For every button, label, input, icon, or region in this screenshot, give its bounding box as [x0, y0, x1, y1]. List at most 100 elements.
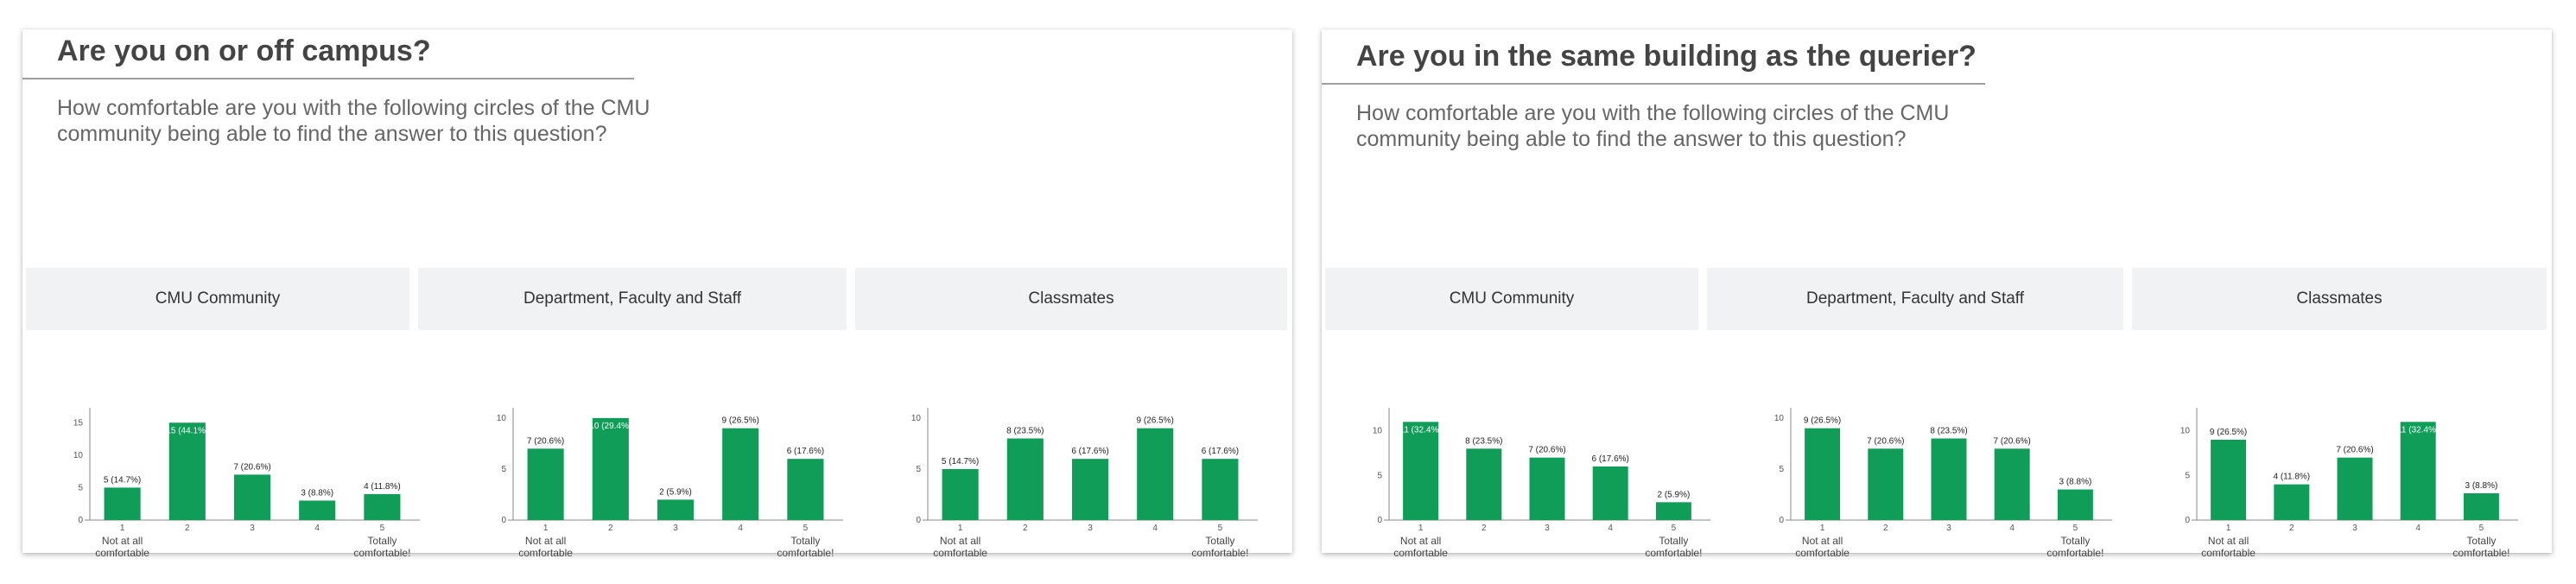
data-label: 7 (20.6%) [1994, 436, 2031, 446]
bar [787, 459, 824, 520]
x-tick-label: 3 [1088, 524, 1093, 533]
bar [1529, 457, 1565, 520]
x-endpoint-label: comfortable! [777, 547, 834, 559]
x-tick-label: 2 [608, 524, 613, 533]
data-label: 7 (20.6%) [233, 462, 270, 472]
data-label: 4 (11.8%) [2273, 473, 2310, 482]
data-label: 6 (17.6%) [1592, 454, 1629, 464]
x-tick-label: 1 [1418, 524, 1424, 533]
x-tick-label: 5 [803, 524, 809, 533]
bar [2057, 489, 2093, 520]
x-endpoint-label: comfortable! [353, 547, 410, 559]
panel-header-cmu-community: CMU Community [26, 268, 409, 330]
x-endpoint-label: Totally [790, 535, 820, 547]
data-label: 7 (20.6%) [1528, 446, 1565, 455]
slide-on-off-campus: Are you on or off campus? How comfortabl… [22, 29, 1292, 559]
x-endpoint-label: comfortable! [2046, 547, 2103, 559]
bar [2211, 440, 2247, 520]
x-endpoint-label: comfortable [518, 547, 573, 559]
data-label: 11 (32.4%) [2397, 425, 2439, 435]
y-tick-label: 0 [1779, 516, 1784, 525]
x-tick-label: 2 [1023, 524, 1028, 533]
y-tick-label: 5 [916, 465, 921, 474]
panel-header-cmu-community: CMU Community [1325, 268, 1698, 330]
title-divider [1322, 83, 1985, 85]
x-tick-label: 2 [185, 524, 190, 533]
data-label: 3 (8.8%) [2465, 481, 2498, 491]
bar [168, 422, 206, 520]
y-tick-label: 10 [911, 414, 922, 423]
y-tick-label: 10 [2180, 427, 2191, 436]
bar-chart-cmu-community: 0 5 10 1 11 (32.4%) 2 8 (23.5%) 3 7 (20.6%) 4 6 (1… [1373, 408, 1710, 559]
x-tick-label: 5 [1672, 524, 1677, 533]
data-label: 2 (5.9%) [1658, 490, 1691, 499]
data-label: 9 (26.5%) [2210, 428, 2247, 437]
data-label: 6 (17.6%) [1202, 447, 1239, 456]
data-label: 8 (23.5%) [1006, 427, 1044, 436]
data-label: 5 (14.7%) [104, 475, 141, 485]
bar [1655, 502, 1691, 520]
x-tick-label: 4 [2415, 524, 2421, 533]
x-tick-label: 1 [1820, 524, 1825, 533]
x-tick-label: 5 [2479, 524, 2484, 533]
slide-subtitle: How comfortable are you with the followi… [1356, 101, 1950, 151]
data-label: 8 (23.5%) [1930, 427, 1967, 436]
y-tick-label: 0 [501, 516, 506, 525]
bar [1403, 422, 1439, 520]
x-endpoint-label: Not at all [940, 535, 980, 547]
data-label: 9 (26.5%) [1137, 416, 1174, 426]
x-tick-label: 3 [1946, 524, 1951, 533]
data-label: 8 (23.5%) [1465, 436, 1502, 446]
x-endpoint-label: Totally [2466, 535, 2496, 547]
panel-header-department: Department, Faculty and Staff [418, 268, 847, 330]
y-tick-label: 0 [2185, 516, 2190, 525]
x-endpoint-label: Not at all [525, 535, 566, 547]
x-tick-label: 1 [543, 524, 549, 533]
data-label: 7 (20.6%) [527, 436, 564, 446]
bar [364, 493, 401, 520]
bar [1466, 448, 1502, 520]
data-label: 9 (26.5%) [1804, 416, 1841, 426]
bar [592, 417, 629, 520]
bar [1137, 428, 1174, 520]
x-endpoint-label: Totally [2060, 535, 2090, 547]
y-tick-label: 15 [73, 418, 84, 428]
x-tick-label: 5 [1218, 524, 1223, 533]
x-tick-label: 5 [380, 524, 385, 533]
x-tick-label: 4 [1152, 524, 1158, 533]
y-tick-label: 5 [1377, 471, 1382, 480]
x-tick-label: 1 [120, 524, 125, 533]
bar-chart-cmu-community: 0 5 10 15 1 5 (14.7%) 2 15 (44.1%) 3 7 (20.6%) 4 3 … [73, 408, 420, 559]
data-label: 3 (8.8%) [2059, 478, 2092, 487]
panel-header-department: Department, Faculty and Staff [1707, 268, 2123, 330]
x-endpoint-label: Not at all [102, 535, 143, 547]
data-label: 15 (44.1%) [166, 426, 208, 435]
bar [2463, 493, 2499, 520]
x-tick-label: 2 [1883, 524, 1888, 533]
x-tick-label: 3 [1545, 524, 1550, 533]
panel-header-classmates: Classmates [855, 268, 1287, 330]
y-tick-label: 5 [501, 465, 506, 474]
slide-subtitle: How comfortable are you with the followi… [57, 96, 650, 146]
bar [2274, 484, 2310, 520]
x-tick-label: 2 [1482, 524, 1487, 533]
x-endpoint-label: comfortable [1795, 547, 1850, 559]
data-label: 7 (20.6%) [1867, 436, 1904, 446]
bar [1868, 448, 1904, 520]
y-tick-label: 5 [2185, 471, 2190, 480]
bar [1805, 428, 1841, 520]
data-label: 6 (17.6%) [1071, 447, 1108, 456]
x-endpoint-label: comfortable [1393, 547, 1448, 559]
y-tick-label: 0 [78, 516, 83, 525]
x-endpoint-label: comfortable [933, 547, 987, 559]
bar [722, 428, 759, 520]
y-tick-label: 0 [1377, 516, 1382, 525]
bar [2400, 422, 2436, 520]
bar [1202, 459, 1239, 520]
x-endpoint-label: Totally [1659, 535, 1688, 547]
x-tick-label: 1 [958, 524, 963, 533]
x-endpoint-label: Totally [1205, 535, 1234, 547]
x-endpoint-label: comfortable! [1645, 547, 1702, 559]
data-label: 2 (5.9%) [659, 487, 692, 497]
